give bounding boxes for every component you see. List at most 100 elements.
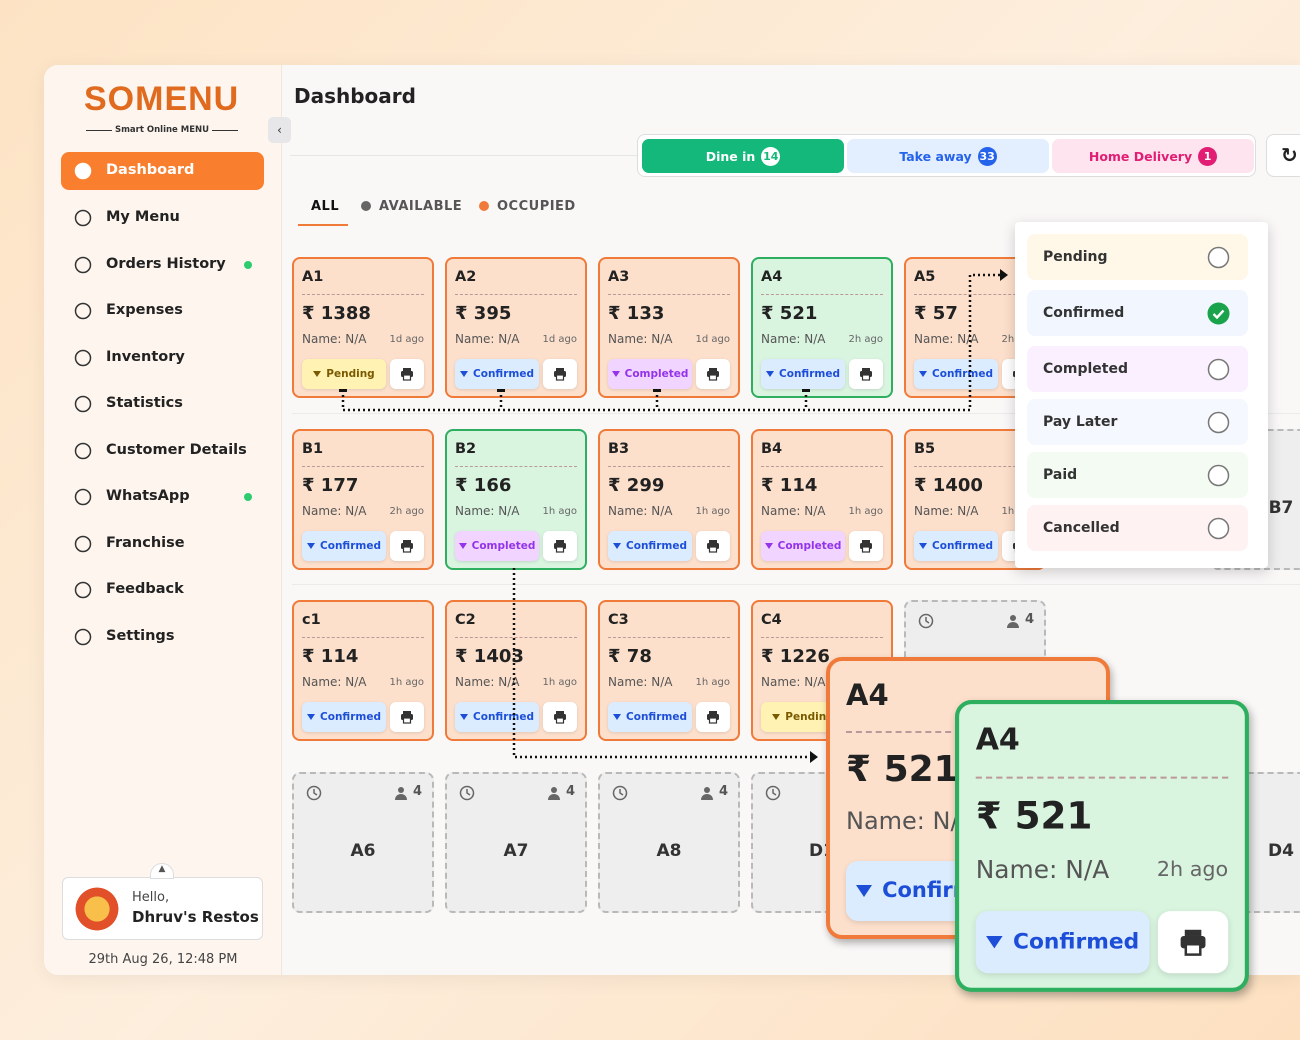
empty-table-card[interactable]: 4 A7 <box>445 772 587 913</box>
status-text: Confirmed <box>626 711 687 723</box>
status-pill[interactable]: Confirmed <box>455 359 539 389</box>
print-button[interactable] <box>849 359 883 389</box>
order-tab[interactable]: Take away 33 <box>847 139 1049 173</box>
table-card[interactable]: c1 ₹ 114 Name: N/A 1h ago Confirmed <box>292 600 434 741</box>
dropdown-caret <box>613 543 622 549</box>
status-option[interactable]: Completed <box>1027 346 1248 392</box>
print-button[interactable] <box>543 702 577 732</box>
icon-part <box>701 794 713 800</box>
status-pill[interactable]: Pending <box>302 359 386 389</box>
status-text: Confirmed <box>473 711 534 723</box>
status-pill[interactable]: Confirmed <box>608 531 692 561</box>
refresh-button[interactable]: ↻ <box>1266 134 1300 177</box>
status-pill[interactable]: Confirmed <box>608 702 692 732</box>
option-label: Paid <box>1043 467 1078 483</box>
status-pill[interactable]: Confirmed <box>761 359 845 389</box>
icon-part <box>459 785 475 801</box>
nav-item[interactable]: Dashboard <box>61 152 264 190</box>
collapse-button[interactable]: ‹ <box>268 117 291 143</box>
nav-icon <box>74 349 92 367</box>
tagline-rule-left <box>86 130 112 131</box>
filter-tab[interactable]: OCCUPIED <box>479 197 576 215</box>
status-option[interactable]: Cancelled <box>1027 505 1248 551</box>
order-tab[interactable]: Dine in 14 <box>642 139 844 173</box>
print-button[interactable] <box>696 359 730 389</box>
nav-item[interactable]: Inventory <box>61 339 264 377</box>
print-button[interactable] <box>1157 911 1229 974</box>
table-card[interactable]: B2 ₹ 166 Name: N/A 1h ago Completed <box>445 429 587 570</box>
print-button[interactable] <box>696 531 730 561</box>
table-id: C3 <box>608 612 629 628</box>
table-card[interactable]: B3 ₹ 299 Name: N/A 1h ago Confirmed <box>598 429 740 570</box>
icon-part <box>402 717 412 724</box>
icon-part <box>1184 929 1202 936</box>
status-pill[interactable]: Confirmed <box>975 911 1150 974</box>
table-card[interactable]: A4 ₹ 521 Name: N/A 2h ago Confirmed <box>955 700 1249 992</box>
icon-part <box>1207 246 1230 269</box>
dropdown-caret <box>772 714 781 720</box>
icon-part <box>401 368 413 381</box>
icon-part <box>1207 411 1230 434</box>
icon-part <box>74 349 92 366</box>
table-card[interactable]: A3 ₹ 133 Name: N/A 1d ago Completed <box>598 257 740 398</box>
nav-icon <box>74 535 92 553</box>
icon-part <box>708 546 718 553</box>
status-option[interactable]: Paid <box>1027 452 1248 498</box>
table-card[interactable]: C3 ₹ 78 Name: N/A 1h ago Confirmed <box>598 600 740 741</box>
status-pill[interactable]: Completed <box>455 531 539 561</box>
status-pill[interactable]: Confirmed <box>914 531 998 561</box>
header-rule <box>290 155 638 156</box>
table-card[interactable]: B1 ₹ 177 Name: N/A 2h ago Confirmed <box>292 429 434 570</box>
customer-name: Name: N/A <box>761 675 826 689</box>
empty-table-card[interactable]: 4 A8 <box>598 772 740 913</box>
print-button[interactable] <box>696 702 730 732</box>
customer-name: Name: N/A <box>761 504 826 518</box>
row-rule <box>292 413 1300 414</box>
status-pill[interactable]: Completed <box>761 531 845 561</box>
empty-table-card[interactable]: 4 A6 <box>292 772 434 913</box>
nav-item[interactable]: Customer Details <box>61 432 264 470</box>
nav-item[interactable]: Expenses <box>61 292 264 330</box>
time-ago: 2h ago <box>389 506 424 517</box>
icon-part <box>701 787 713 800</box>
table-card[interactable]: C2 ₹ 1403 Name: N/A 1h ago Confirmed <box>445 600 587 741</box>
status-pill[interactable]: Confirmed <box>302 531 386 561</box>
amount: ₹ 114 <box>302 646 359 667</box>
status-option[interactable]: Confirmed <box>1027 290 1248 336</box>
order-tab[interactable]: Home Delivery 1 <box>1052 139 1254 173</box>
filter-tab[interactable]: ALL <box>311 197 339 215</box>
icon-part <box>860 540 872 553</box>
nav-item[interactable]: Feedback <box>61 571 264 609</box>
table-card[interactable]: B4 ₹ 114 Name: N/A 1h ago Completed <box>751 429 893 570</box>
print-button[interactable] <box>390 359 424 389</box>
table-card[interactable]: A4 ₹ 521 Name: N/A 2h ago Confirmed <box>751 257 893 398</box>
print-button[interactable] <box>390 531 424 561</box>
icon-part <box>861 546 871 553</box>
status-pill[interactable]: Completed <box>608 359 692 389</box>
nav-item[interactable]: WhatsApp <box>61 478 264 516</box>
customer-name: Name: N/A <box>302 332 367 346</box>
nav-item[interactable]: Settings <box>61 618 264 656</box>
print-button[interactable] <box>390 702 424 732</box>
status-text: Pending <box>326 368 375 380</box>
print-button[interactable] <box>543 531 577 561</box>
table-card[interactable]: A1 ₹ 1388 Name: N/A 1d ago Pending <box>292 257 434 398</box>
status-option[interactable]: Pay Later <box>1027 399 1248 445</box>
status-pill[interactable]: Confirmed <box>302 702 386 732</box>
status-pill[interactable]: Confirmed <box>914 359 998 389</box>
print-button[interactable] <box>543 359 577 389</box>
status-option[interactable]: Pending <box>1027 234 1248 280</box>
icon-part <box>556 711 564 714</box>
nav-item[interactable]: Orders History <box>61 246 264 284</box>
status-pill[interactable]: Confirmed <box>455 702 539 732</box>
nav-item[interactable]: Franchise <box>61 525 264 563</box>
table-card[interactable]: A2 ₹ 395 Name: N/A 1d ago Confirmed <box>445 257 587 398</box>
filter-tab[interactable]: AVAILABLE <box>361 197 462 215</box>
nav-item[interactable]: My Menu <box>61 199 264 237</box>
print-button[interactable] <box>849 531 883 561</box>
icon-part <box>772 789 777 796</box>
nav-item[interactable]: Statistics <box>61 385 264 423</box>
seat-count: 4 <box>565 784 575 799</box>
expand-toggle[interactable]: ▲ <box>150 863 174 879</box>
icon-part <box>862 540 870 543</box>
